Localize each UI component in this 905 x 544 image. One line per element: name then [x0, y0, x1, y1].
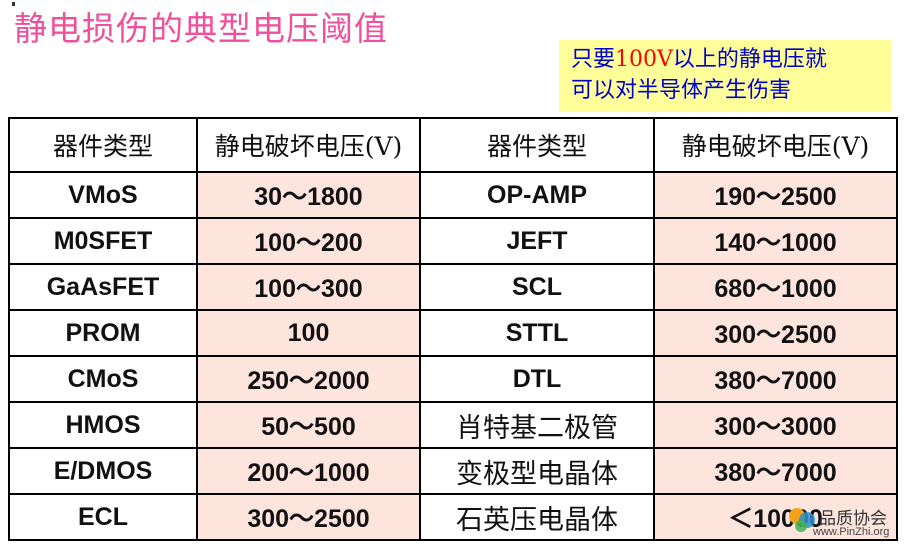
voltage-cell: 100: [196, 309, 421, 357]
table-row: GaAsFET 100～300 SCL 680～1000: [8, 263, 898, 311]
device-cell: ECL: [8, 493, 198, 541]
watermark-url: www.PinZhi.org: [813, 526, 890, 538]
watermark-name: 品质协会: [819, 509, 887, 529]
callout-line-2: 可以对半导体产生伤害: [571, 78, 792, 103]
table-row: PROM 100 STTL 300～2500: [8, 309, 898, 357]
voltage-cell: 380～7000: [653, 447, 898, 495]
table-row: ECL 300～2500 石英压电晶体 ＜10000: [8, 493, 898, 541]
voltage-cell: 380～7000: [653, 355, 898, 403]
voltage-cell: 190～2500: [653, 171, 898, 219]
device-cell: DTL: [419, 355, 655, 403]
device-cell: 变极型电晶体: [419, 447, 655, 495]
voltage-cell: 100～300: [196, 263, 421, 311]
device-cell: GaAsFET: [8, 263, 198, 311]
voltage-cell: 680～1000: [653, 263, 898, 311]
device-cell: 石英压电晶体: [419, 493, 655, 541]
page-title: 静电损伤的典型电压阈值: [14, 9, 388, 48]
logo-icon: [789, 508, 815, 532]
table-row: E/DMOS 200～1000 变极型电晶体 380～7000: [8, 447, 898, 495]
voltage-cell: 300～2500: [653, 309, 898, 357]
table-row: CMoS 250～2000 DTL 380～7000: [8, 355, 898, 403]
slide-corner-mark: [12, 2, 15, 6]
header-device-type: 器件类型: [8, 117, 198, 173]
callout-highlight: 100V: [615, 47, 673, 72]
table-header-row: 器件类型 静电破坏电压(V) 器件类型 静电破坏电压(V): [8, 117, 898, 173]
voltage-cell: 100～200: [196, 217, 421, 265]
header-device-type-2: 器件类型: [419, 117, 655, 173]
callout-note: 只要100V以上的静电压就 可以对半导体产生伤害: [559, 40, 891, 112]
device-cell: PROM: [8, 309, 198, 357]
device-cell: 肖特基二极管: [419, 401, 655, 449]
device-cell: HMOS: [8, 401, 198, 449]
voltage-cell: 140～1000: [653, 217, 898, 265]
voltage-cell: 300～2500: [196, 493, 421, 541]
device-cell: M0SFET: [8, 217, 198, 265]
device-cell: VMoS: [8, 171, 198, 219]
device-cell: CMoS: [8, 355, 198, 403]
callout-suffix: 以上的静电压就: [672, 47, 827, 72]
callout-line-1: 只要100V以上的静电压就: [571, 44, 881, 75]
device-cell: E/DMOS: [8, 447, 198, 495]
voltage-cell: 250～2000: [196, 355, 421, 403]
device-cell: JEFT: [419, 217, 655, 265]
header-voltage-2: 静电破坏电压(V): [653, 117, 898, 173]
table-row: HMOS 50～500 肖特基二极管 300～3000: [8, 401, 898, 449]
watermark-logo: 品质协会 www.PinZhi.org: [787, 502, 903, 542]
voltage-cell: 200～1000: [196, 447, 421, 495]
callout-prefix: 只要: [571, 47, 616, 72]
device-cell: SCL: [419, 263, 655, 311]
voltage-cell: 300～3000: [653, 401, 898, 449]
device-cell: OP-AMP: [419, 171, 655, 219]
table-row: M0SFET 100～200 JEFT 140～1000: [8, 217, 898, 265]
voltage-cell: 50～500: [196, 401, 421, 449]
table-row: VMoS 30～1800 OP-AMP 190～2500: [8, 171, 898, 219]
device-cell: STTL: [419, 309, 655, 357]
threshold-table: 器件类型 静电破坏电压(V) 器件类型 静电破坏电压(V) VMoS 30～18…: [8, 117, 898, 541]
header-voltage: 静电破坏电压(V): [196, 117, 421, 173]
voltage-cell: 30～1800: [196, 171, 421, 219]
